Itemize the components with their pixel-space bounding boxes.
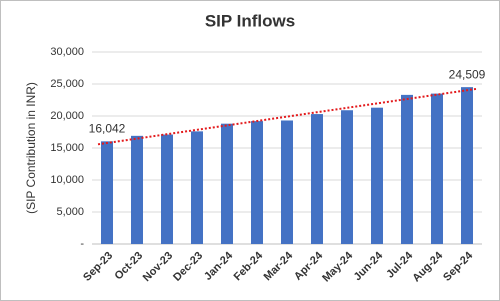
bar — [221, 123, 233, 244]
data-label: 24,509 — [449, 67, 486, 81]
bar — [131, 135, 143, 244]
bar — [191, 131, 203, 244]
y-tick-label: 20,000 — [50, 110, 84, 122]
bar — [161, 134, 173, 244]
bar — [101, 141, 113, 244]
y-tick-label: 5,000 — [56, 206, 84, 218]
y-tick-label: 15,000 — [50, 142, 84, 154]
y-tick-label: 10,000 — [50, 174, 84, 186]
bar — [431, 93, 443, 244]
bar — [461, 87, 473, 245]
y-tick-label: - — [80, 238, 84, 250]
bar — [311, 114, 323, 244]
bar — [371, 107, 383, 245]
bar — [251, 121, 263, 244]
y-axis-label: (SIP Contribution in INR) — [24, 82, 38, 214]
y-tick-label: 25,000 — [50, 78, 84, 90]
data-label: 16,042 — [89, 122, 126, 136]
chart-title: SIP Inflows — [205, 11, 295, 30]
y-tick-label: 30,000 — [50, 46, 84, 58]
bar — [281, 120, 293, 244]
bar — [401, 94, 413, 244]
bar — [341, 110, 353, 245]
